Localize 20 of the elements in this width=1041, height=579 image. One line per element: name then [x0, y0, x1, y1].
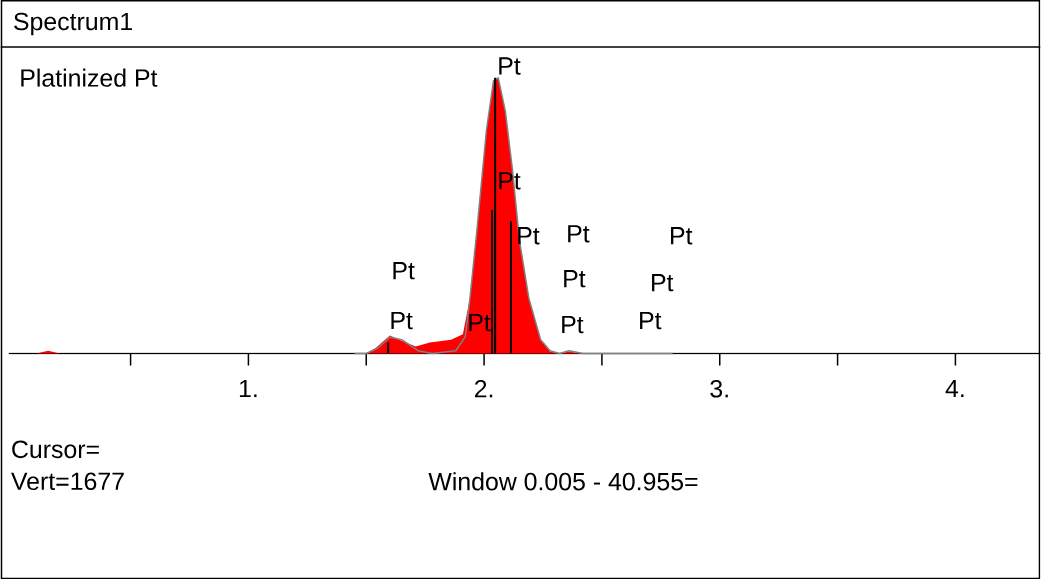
annotation: Pt [652, 273, 674, 292]
text: Window 0.005 - 40.955= [428, 472, 698, 491]
annotation: Pt [671, 227, 693, 245]
x-tick-label: 4. [945, 379, 964, 397]
x-tick-label: 3. [710, 379, 728, 398]
annotation: Pt [562, 315, 584, 334]
annotation: Pt [518, 227, 540, 245]
chart-subtitle: Platinized Pt [21, 68, 158, 87]
annotation: Pt [469, 313, 491, 332]
text: Vert=1677 [11, 472, 124, 491]
text: Cursor= [12, 440, 99, 459]
annotation: Pt [640, 311, 662, 330]
x-tick-label: 2. [474, 379, 493, 398]
chart-title: Spectrum1 [14, 12, 132, 36]
annotation: Pt [393, 262, 415, 280]
text: Pt [499, 57, 521, 75]
x-tick-label: 1. [239, 379, 257, 397]
annotation: Pt [568, 225, 590, 243]
annotation: Pt [391, 311, 413, 330]
annotation: Pt [564, 270, 586, 288]
